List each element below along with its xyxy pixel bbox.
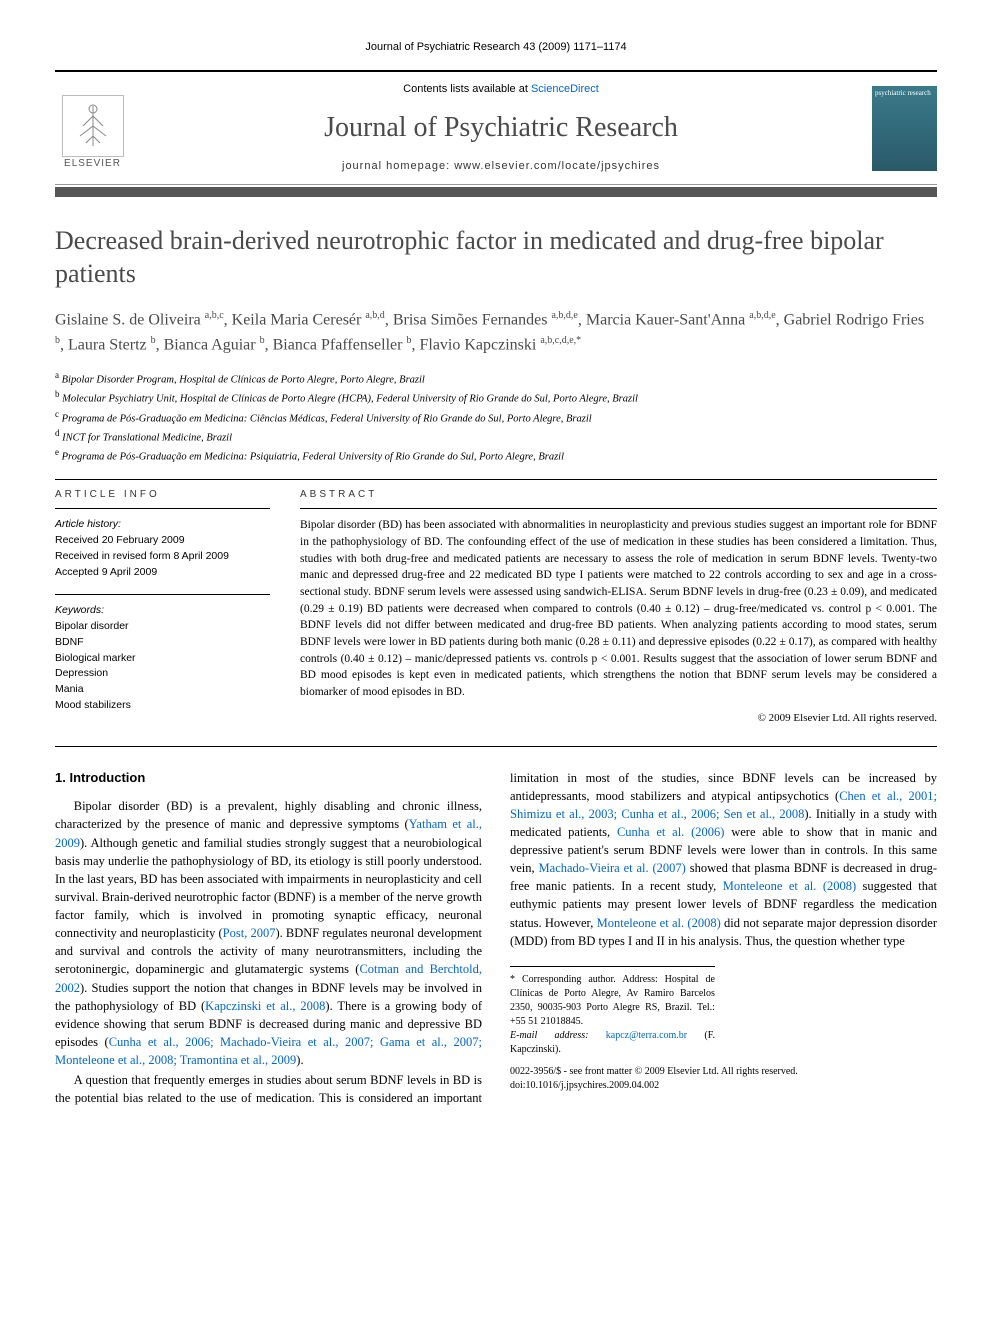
keyword-line: BDNF [55,635,270,651]
keyword-line: Mood stabilizers [55,698,270,714]
journal-cover-thumb: psychiatric research [872,86,937,171]
divider [55,479,937,480]
journal-header-bar: ELSEVIER Contents lists available at Sci… [55,70,937,185]
divider-full [55,746,937,747]
affiliation-line: e Programa de Pós-Graduação em Medicina:… [55,446,937,465]
article-title: Decreased brain-derived neurotrophic fac… [55,225,937,290]
contents-prefix: Contents lists available at [403,83,531,95]
abstract-column: ABSTRACT Bipolar disorder (BD) has been … [300,488,937,727]
affiliation-line: c Programa de Pós-Graduação em Medicina:… [55,408,937,427]
page-root: Journal of Psychiatric Research 43 (2009… [0,0,992,1147]
keywords-head: Keywords: [55,603,270,619]
article-info-column: ARTICLE INFO Article history: Received 2… [55,488,270,727]
contents-line: Contents lists available at ScienceDirec… [130,82,872,97]
footer-copyright: 0022-3956/$ - see front matter © 2009 El… [510,1065,937,1094]
citation-link[interactable]: Kapczinski et al., 2008 [205,999,325,1013]
citation-link[interactable]: Cunha et al. (2006) [617,825,724,839]
corresponding-author-footnote: * Corresponding author. Address: Hospita… [510,966,715,1057]
citation-link[interactable]: Monteleone et al. (2008) [723,879,856,893]
citation-link[interactable]: Cunha et al., 2006; Machado-Vieira et al… [55,1035,482,1067]
citation-link[interactable]: Monteleone et al. (2008) [597,916,721,930]
article-info-head: ARTICLE INFO [55,488,270,502]
email-line: E-mail address: kapcz@terra.com.br (F. K… [510,1029,715,1057]
keyword-line: Mania [55,682,270,698]
footer-line-1: 0022-3956/$ - see front matter © 2009 El… [510,1065,937,1080]
info-abstract-row: ARTICLE INFO Article history: Received 2… [55,488,937,727]
email-label: E-mail address: [510,1030,606,1041]
authors-list: Gislaine S. de Oliveira a,b,c, Keila Mar… [55,308,937,357]
header-accent-bar [55,187,937,197]
affiliations: a Bipolar Disorder Program, Hospital de … [55,369,937,465]
body-columns: 1. Introduction Bipolar disorder (BD) is… [55,769,937,1108]
keyword-line: Biological marker [55,651,270,667]
citation-link[interactable]: Post, 2007 [223,926,276,940]
citation-link[interactable]: Machado-Vieira et al. (2007) [539,861,686,875]
affiliation-line: a Bipolar Disorder Program, Hospital de … [55,369,937,388]
abstract-head: ABSTRACT [300,488,937,502]
history-line: Received in revised form 8 April 2009 [55,549,270,565]
article-history-block: Article history: Received 20 February 20… [55,517,270,580]
cover-text: psychiatric research [875,89,934,99]
elsevier-tree-icon [62,95,124,157]
elsevier-logo: ELSEVIER [55,86,130,171]
history-line: Accepted 9 April 2009 [55,565,270,581]
elsevier-text: ELSEVIER [64,157,121,171]
affiliation-line: b Molecular Psychiatry Unit, Hospital de… [55,388,937,407]
abstract-copyright: © 2009 Elsevier Ltd. All rights reserved… [300,711,937,726]
abstract-text: Bipolar disorder (BD) has been associate… [300,517,937,700]
sciencedirect-link[interactable]: ScienceDirect [531,83,599,95]
footer-line-2: doi:10.1016/j.jpsychires.2009.04.002 [510,1079,937,1094]
homepage-url: www.elsevier.com/locate/jpsychires [454,160,660,172]
homepage-line: journal homepage: www.elsevier.com/locat… [130,159,872,174]
email-link[interactable]: kapcz@terra.com.br [606,1030,687,1041]
history-head: Article history: [55,517,270,533]
homepage-prefix: journal homepage: [342,160,454,172]
affiliation-line: d INCT for Translational Medicine, Brazi… [55,427,937,446]
running-header: Journal of Psychiatric Research 43 (2009… [55,40,937,55]
section-1-head: 1. Introduction [55,769,482,788]
keyword-line: Bipolar disorder [55,619,270,635]
keywords-block: Keywords: Bipolar disorderBDNFBiological… [55,603,270,713]
corr-author-text: * Corresponding author. Address: Hospita… [510,973,715,1029]
keyword-line: Depression [55,666,270,682]
body-paragraph-1: Bipolar disorder (BD) is a prevalent, hi… [55,797,482,1069]
history-line: Received 20 February 2009 [55,533,270,549]
journal-name: Journal of Psychiatric Research [130,108,872,147]
header-center: Contents lists available at ScienceDirec… [130,82,872,174]
